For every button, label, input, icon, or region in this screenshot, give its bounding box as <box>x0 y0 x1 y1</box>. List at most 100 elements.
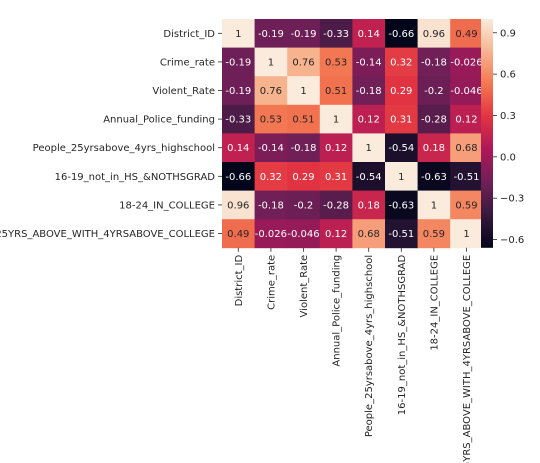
y-tick-label: 25YRS_ABOVE_WITH_4YRSABOVE_COLLEGE <box>0 229 215 240</box>
cell-value-label: 0.31 <box>325 172 347 183</box>
cell-value-label: 0.49 <box>455 29 477 40</box>
cell-value-label: -0.2 <box>424 86 444 97</box>
heatmap-cell <box>450 76 484 106</box>
cell-value-label: -0.28 <box>421 115 447 126</box>
heatmap-cell <box>450 133 484 163</box>
heatmap-cell <box>417 76 451 106</box>
cell-value-label: -0.66 <box>225 172 251 183</box>
cell-value-label: 0.29 <box>390 86 412 97</box>
cell-value-label: 1 <box>333 115 339 126</box>
x-tick-label: 25YRS_ABOVE_WITH_4YRSABOVE_COLLEGE <box>462 255 473 463</box>
heatmap-cell <box>222 219 255 249</box>
heatmap-cell <box>287 104 321 134</box>
y-tick-label: District_ID <box>163 29 215 40</box>
heatmap-cell <box>417 190 451 220</box>
cell-value-label: -0.14 <box>258 143 284 154</box>
heatmap-cell <box>352 76 386 106</box>
cell-value-label: 1 <box>268 57 274 68</box>
heatmap-cell <box>417 133 451 163</box>
cell-value-label: -0.19 <box>225 57 251 68</box>
y-tick-label: People_25yrsabove_4yrs_highschool <box>33 143 215 154</box>
cell-value-label: -0.18 <box>356 86 382 97</box>
heatmap-cell <box>254 133 288 163</box>
cell-value-label: -0.63 <box>421 172 447 183</box>
heatmap-cell <box>385 47 418 77</box>
heatmap-cell <box>385 190 418 220</box>
colorbar-tick-label: 0.0 <box>500 152 516 163</box>
cell-value-label: 0.51 <box>325 86 347 97</box>
y-tick-label: 18-24_IN_COLLEGE <box>119 200 215 211</box>
heatmap-cell <box>222 76 255 106</box>
heatmap-cell <box>254 104 288 134</box>
cell-value-label: -0.18 <box>291 143 317 154</box>
y-tick-label: Crime_rate <box>160 57 215 68</box>
heatmap-cell <box>352 19 386 48</box>
cell-value-label: 0.32 <box>260 172 282 183</box>
cell-value-label: 0.96 <box>423 29 445 40</box>
cell-value-label: -0.2 <box>294 200 314 211</box>
cell-value-label: 0.51 <box>292 115 314 126</box>
cell-value-label: -0.33 <box>323 29 349 40</box>
cell-value-label: -0.66 <box>388 29 414 40</box>
heatmap-cell <box>222 19 255 48</box>
heatmap-cell <box>319 219 353 249</box>
cell-value-label: 0.31 <box>390 115 412 126</box>
cell-value-label: 0.18 <box>358 200 380 211</box>
colorbar-tick-label: −0.6 <box>500 235 524 246</box>
heatmap-cell <box>352 219 386 249</box>
cell-value-label: -0.14 <box>356 57 382 68</box>
heatmap-cell <box>417 19 451 48</box>
cell-value-label: 0.12 <box>325 229 347 240</box>
cell-value-label: -0.18 <box>421 57 447 68</box>
heatmap-cell <box>222 190 255 220</box>
colorbar-tick-label: 0.3 <box>500 111 516 122</box>
cell-value-label: 0.59 <box>455 200 477 211</box>
heatmap-cell <box>352 162 386 191</box>
cell-value-label: -0.54 <box>388 143 414 154</box>
cell-value-label: -0.28 <box>323 200 349 211</box>
cell-value-label: -0.19 <box>291 29 317 40</box>
heatmap-cell <box>319 47 353 77</box>
cell-value-label: 0.68 <box>358 229 380 240</box>
heatmap-cell <box>450 19 484 48</box>
x-tick-label: Annual_Police_funding <box>332 255 343 367</box>
heatmap-cell <box>222 104 255 134</box>
heatmap-cell <box>319 76 353 106</box>
cell-value-label: 0.18 <box>423 143 445 154</box>
cell-value-label: 0.76 <box>292 57 314 68</box>
colorbar <box>481 19 493 248</box>
cell-value-label: -0.51 <box>454 172 480 183</box>
x-tick-label: Violent_Rate <box>299 255 310 318</box>
cell-value-label: 1 <box>463 229 469 240</box>
heatmap-cell <box>287 162 321 191</box>
heatmap-cell <box>385 104 418 134</box>
heatmap-cell <box>254 219 288 249</box>
y-tick-label: Annual_Police_funding <box>103 115 215 126</box>
heatmap-cell <box>222 133 255 163</box>
heatmap-cell <box>222 47 255 77</box>
heatmap-cell <box>450 190 484 220</box>
cell-value-label: 0.14 <box>227 143 249 154</box>
heatmap-cell <box>287 190 321 220</box>
heatmap-cell <box>450 104 484 134</box>
cell-value-label: 1 <box>366 143 372 154</box>
heatmap-cell <box>254 76 288 106</box>
cell-value-label: 0.68 <box>455 143 477 154</box>
x-tick-label: 18-24_IN_COLLEGE <box>429 255 440 351</box>
cell-value-label: 0.59 <box>423 229 445 240</box>
cell-value-label: -0.026 <box>450 57 482 68</box>
heatmap-cell <box>287 133 321 163</box>
heatmap-cell <box>385 133 418 163</box>
cell-value-label: 0.76 <box>260 86 282 97</box>
cell-value-label: -0.33 <box>225 115 251 126</box>
x-tick-label: 16-19_not_in_HS_&NOTHSGRAD <box>397 255 408 416</box>
heatmap-cell <box>319 190 353 220</box>
y-tick-label: 16-19_not_in_HS_&NOTHSGRAD <box>55 172 216 183</box>
cell-value-label: -0.18 <box>258 200 284 211</box>
heatmap-cell <box>385 76 418 106</box>
heatmap-cell <box>287 47 321 77</box>
cell-value-label: 1 <box>300 86 306 97</box>
y-tick-label: Violent_Rate <box>152 86 215 97</box>
heatmap-cell <box>319 19 353 48</box>
colorbar-tick-label: 0.6 <box>500 70 516 81</box>
